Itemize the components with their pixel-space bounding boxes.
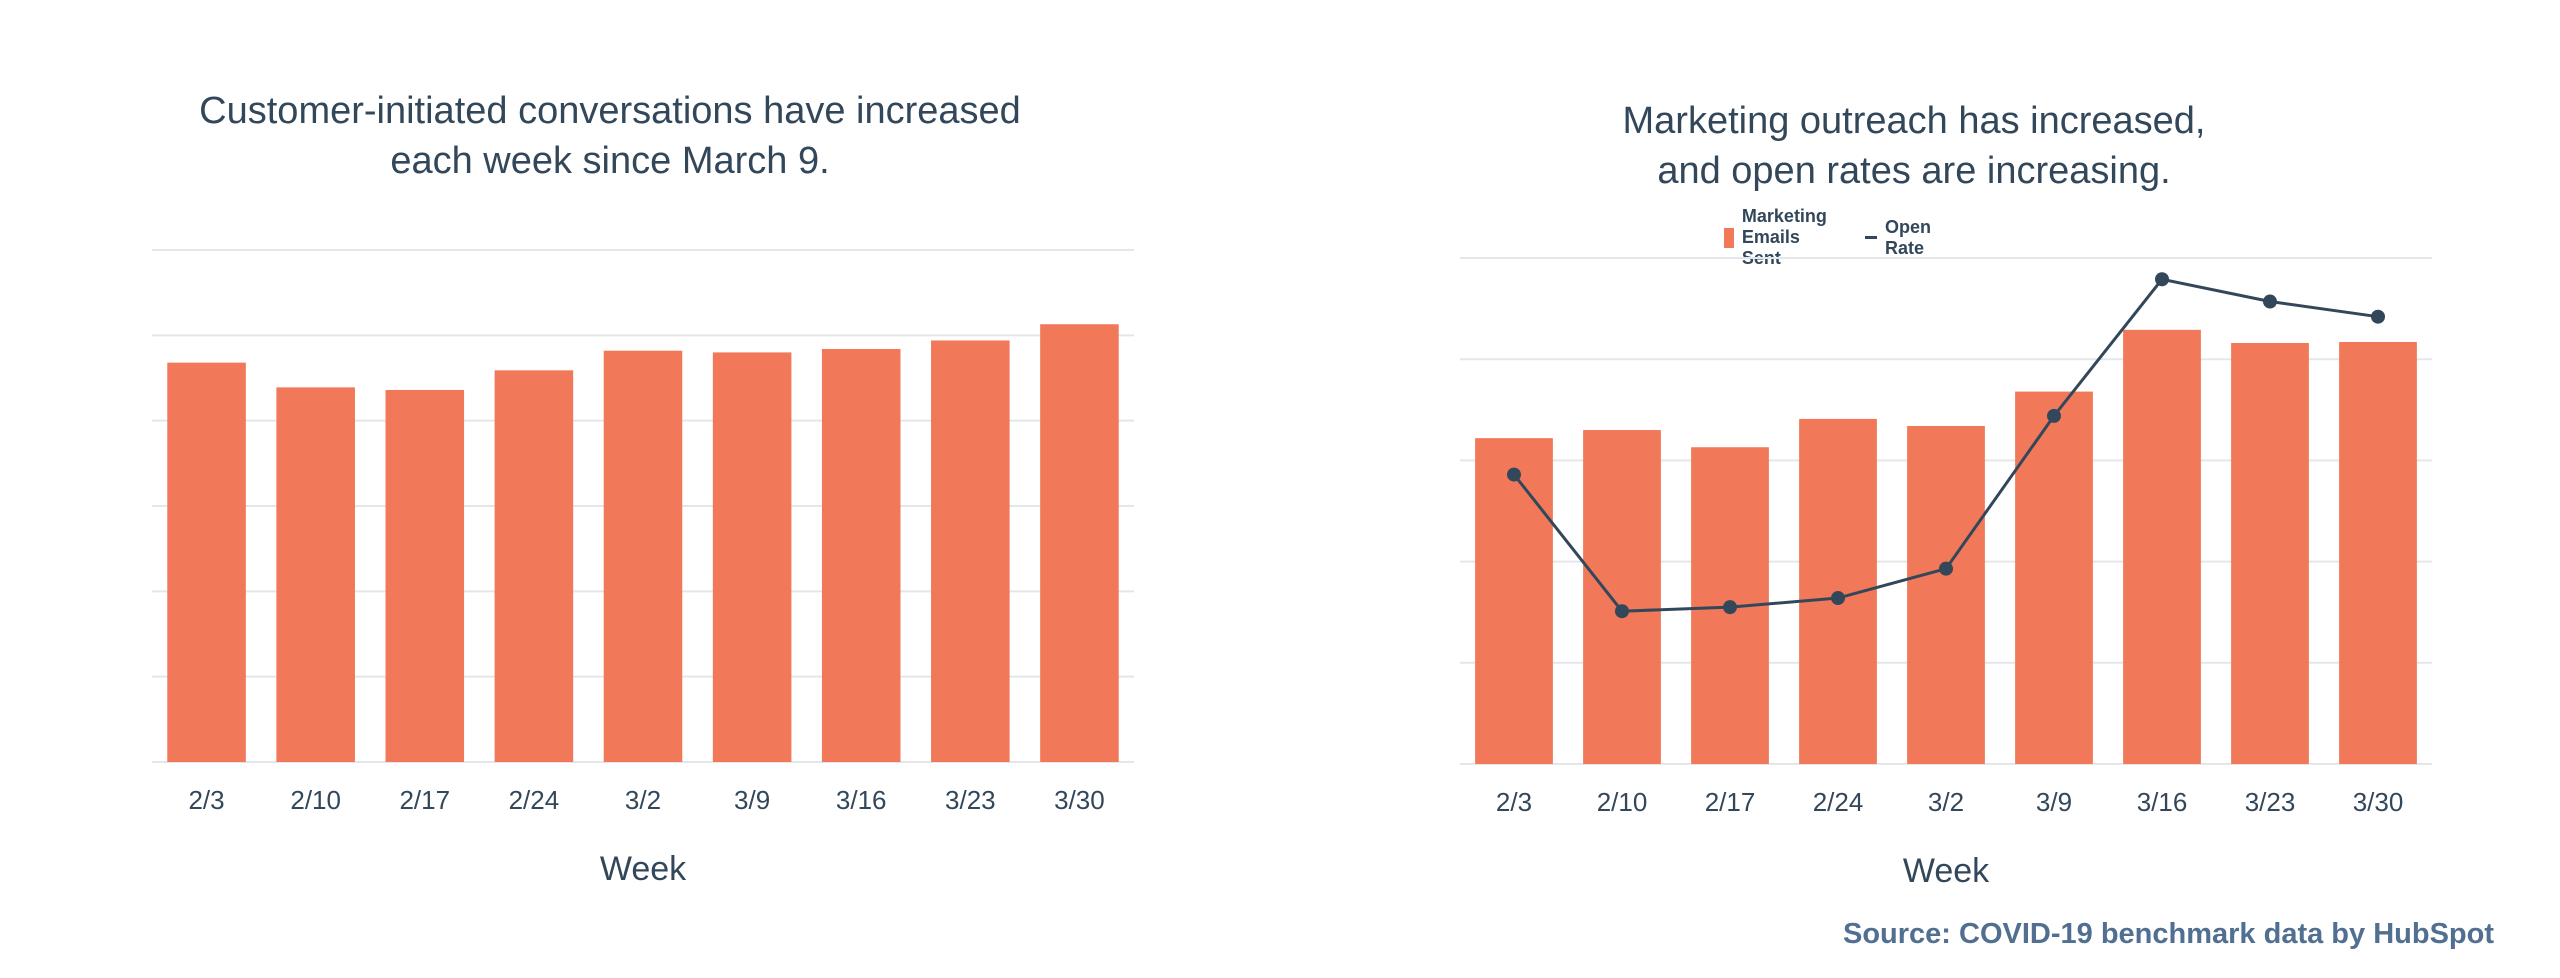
right-chart-open-rate-point bbox=[1723, 600, 1737, 615]
right-chart-bar bbox=[1583, 430, 1661, 764]
right-chart-bar bbox=[1907, 425, 1985, 764]
right-chart-bar bbox=[2015, 391, 2093, 764]
legend-bar-swatch bbox=[1724, 227, 1734, 248]
right-chart-open-rate-point bbox=[1615, 604, 1629, 619]
left-chart-title-line2: each week since March 9. bbox=[390, 140, 830, 182]
left-chart-x-tick-label: 2/10 bbox=[290, 785, 341, 815]
legend-bar-label: Marketing Emails Sent bbox=[1741, 206, 1827, 268]
left-chart-bar bbox=[931, 340, 1010, 762]
left-chart-x-tick-label: 2/17 bbox=[399, 785, 450, 815]
left-chart-bar bbox=[1040, 324, 1119, 762]
legend-line-swatch bbox=[1865, 236, 1878, 239]
right-chart-bar bbox=[2231, 343, 2309, 764]
left-chart-bar bbox=[276, 387, 355, 762]
left-chart-bar bbox=[494, 370, 574, 762]
left-chart-x-tick-label: 2/3 bbox=[188, 785, 224, 815]
left-chart-x-tick-label: 3/9 bbox=[734, 785, 770, 815]
right-chart-title-line2: and open rates are increasing. bbox=[1657, 150, 2171, 192]
left-chart-x-tick-label: 3/23 bbox=[945, 785, 996, 815]
right-chart-bar bbox=[2123, 329, 2201, 764]
right-chart-legend: Marketing Emails Sent Open Rate bbox=[1724, 206, 1939, 269]
left-chart-bar bbox=[167, 362, 246, 762]
left-chart-x-tick-label: 2/24 bbox=[509, 785, 560, 815]
right-chart-x-tick-label: 3/16 bbox=[2137, 787, 2188, 817]
left-chart-bar bbox=[385, 389, 465, 762]
right-chart-bar bbox=[2339, 341, 2417, 764]
left-chart-title: Customer-initiated conversations have in… bbox=[110, 86, 1110, 186]
legend-item-emails: Marketing Emails Sent bbox=[1724, 206, 1837, 269]
right-chart-open-rate-point bbox=[1831, 591, 1845, 606]
left-chart-bar bbox=[603, 350, 683, 762]
right-chart-title-line1: Marketing outreach has increased, bbox=[1622, 100, 2206, 142]
right-chart-open-rate-point bbox=[2263, 294, 2277, 309]
right-chart-open-rate-point bbox=[2371, 309, 2385, 324]
right-chart-x-tick-label: 2/17 bbox=[1705, 787, 1756, 817]
left-chart-x-tick-label: 3/30 bbox=[1054, 785, 1105, 815]
legend-line-label: Open Rate bbox=[1885, 216, 1932, 258]
right-chart-x-tick-label: 3/30 bbox=[2353, 787, 2404, 817]
right-chart-bar bbox=[1475, 438, 1553, 764]
legend-item-open-rate: Open Rate bbox=[1865, 217, 1939, 259]
right-chart-open-rate-point bbox=[1507, 467, 1521, 482]
right-chart-x-tick-label: 3/9 bbox=[2036, 787, 2072, 817]
right-chart-x-axis-title: Week bbox=[1903, 852, 1990, 890]
right-chart-x-tick-label: 2/24 bbox=[1813, 787, 1864, 817]
right-chart-open-rate-point bbox=[1939, 561, 1953, 576]
left-chart-x-tick-label: 3/2 bbox=[625, 785, 661, 815]
left-chart-bar bbox=[821, 348, 901, 762]
left-chart-x-axis-title: Week bbox=[600, 850, 687, 888]
right-chart-title: Marketing outreach has increased, and op… bbox=[1414, 96, 2414, 196]
left-chart-x-tick-label: 3/16 bbox=[836, 785, 887, 815]
right-chart-x-tick-label: 3/2 bbox=[1928, 787, 1964, 817]
right-chart-open-rate-point bbox=[2047, 408, 2061, 423]
left-chart-bar bbox=[712, 352, 792, 762]
source-note: Source: COVID-19 benchmark data by HubSp… bbox=[1842, 918, 2494, 950]
left-chart-title-line1: Customer-initiated conversations have in… bbox=[199, 90, 1021, 132]
right-chart-open-rate-point bbox=[2155, 272, 2169, 287]
right-chart-x-tick-label: 3/23 bbox=[2245, 787, 2296, 817]
right-chart-x-tick-label: 2/3 bbox=[1496, 787, 1532, 817]
right-chart-x-tick-label: 2/10 bbox=[1597, 787, 1648, 817]
